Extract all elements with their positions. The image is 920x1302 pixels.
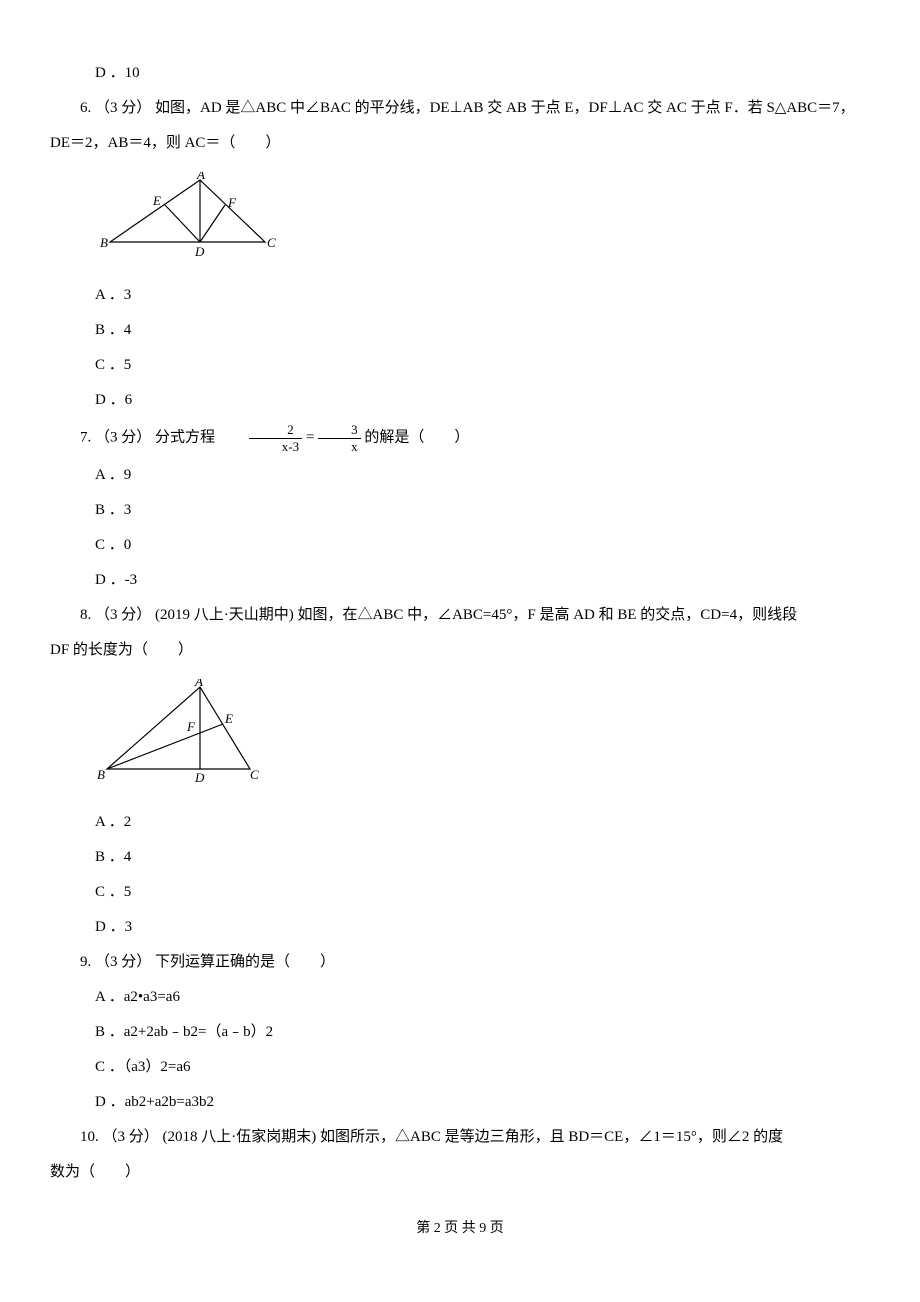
q7-opt-d: D ．-3 (95, 567, 870, 594)
q7-frac2: 3 x (318, 422, 361, 454)
q9-opt-b: B ．a2+2ab﹣b2=（a﹣b）2 (95, 1019, 870, 1046)
q9-stem: 9. （3 分） 下列运算正确的是（ ） (50, 949, 870, 976)
q6-opt-a: A ．3 (95, 282, 870, 309)
q6-label-b: B (100, 235, 108, 250)
q8-label-f: F (186, 719, 196, 734)
q8-label-e: E (224, 711, 233, 726)
q7-frac1: 2 x-3 (249, 422, 302, 454)
q6-opt-b: B ．4 (95, 317, 870, 344)
q6-label-c: C (267, 235, 276, 250)
q6-stem-line1: 6. （3 分） 如图，AD 是△ABC 中∠BAC 的平分线，DE⊥AB 交 … (50, 95, 870, 122)
q8-label-c: C (250, 767, 259, 782)
q9-opt-c: C ．（a3）2=a6 (95, 1054, 870, 1081)
q8-opt-b: B ．4 (95, 844, 870, 871)
page-footer: 第 2 页 共 9 页 (50, 1216, 870, 1241)
q6-figure: A B C D E F (95, 172, 870, 267)
q7-frac2-num: 3 (318, 422, 361, 439)
q7-frac1-num: 2 (249, 422, 302, 439)
q9-opt-d: D ．ab2+a2b=a3b2 (95, 1089, 870, 1116)
q8-figure: A B C D E F (95, 679, 870, 794)
q6-label-e: E (152, 193, 161, 208)
q6-opt-d: D ．6 (95, 387, 870, 414)
q5-opt-d: D ．10 (95, 60, 870, 87)
q7-equation: 2 x-3 = 3 x (219, 422, 361, 454)
q7-stem-post: 的解是（ ） (364, 430, 469, 446)
q6-label-d: D (194, 244, 205, 257)
q7-eq-sign: = (306, 430, 318, 446)
q8-opt-c: C ．5 (95, 879, 870, 906)
q8-opt-a: A ．2 (95, 809, 870, 836)
q10-stem-line1: 10. （3 分） (2018 八上·伍家岗期末) 如图所示，△ABC 是等边三… (50, 1124, 870, 1151)
q9-opt-a: A ．a2•a3=a6 (95, 984, 870, 1011)
q10-stem-line2: 数为（ ） (50, 1159, 870, 1186)
q8-label-d: D (194, 770, 205, 784)
q7-opt-b: B ．3 (95, 497, 870, 524)
q7-frac1-den: x-3 (249, 439, 302, 455)
q7-stem-pre: 7. （3 分） 分式方程 (80, 430, 219, 446)
q8-label-a: A (194, 679, 203, 689)
q6-label-a: A (196, 172, 205, 182)
q8-stem-line2: DF 的长度为（ ） (50, 637, 870, 664)
q8-opt-d: D ．3 (95, 914, 870, 941)
q7-frac2-den: x (318, 439, 361, 455)
q8-stem-line1: 8. （3 分） (2019 八上·天山期中) 如图，在△ABC 中，∠ABC=… (50, 602, 870, 629)
q6-label-f: F (227, 195, 237, 210)
q7-opt-c: C ．0 (95, 532, 870, 559)
q8-label-b: B (97, 767, 105, 782)
q6-opt-c: C ．5 (95, 352, 870, 379)
q7-stem: 7. （3 分） 分式方程 2 x-3 = 3 x 的解是（ ） (50, 422, 870, 454)
q6-stem-line2: DE＝2，AB＝4，则 AC＝（ ） (50, 130, 870, 157)
q7-opt-a: A ．9 (95, 462, 870, 489)
